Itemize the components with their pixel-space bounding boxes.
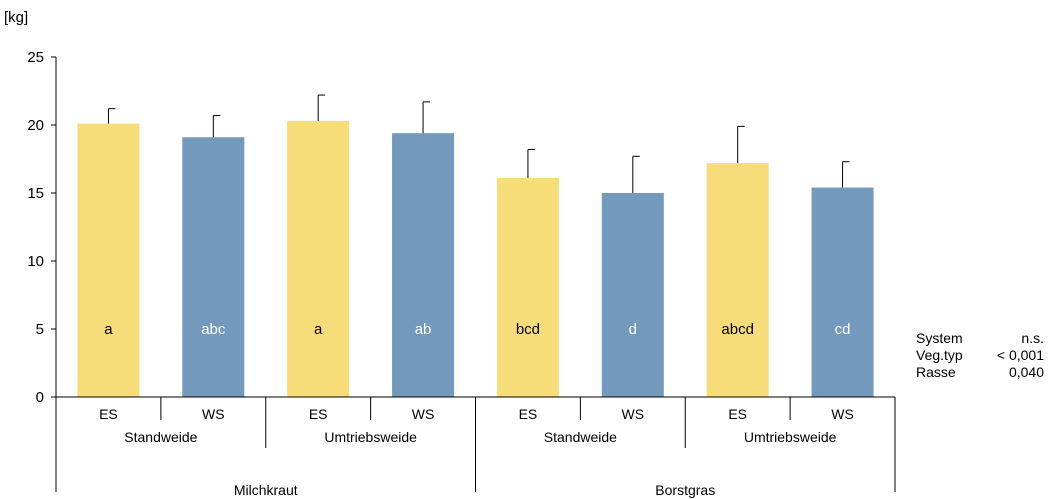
bar-5: [601, 193, 664, 397]
x-category-label-1: WS: [202, 406, 225, 422]
y-tick-label-2: 10: [27, 253, 44, 270]
stat-value-2: 0,040: [1009, 364, 1044, 380]
statistics-table: System n.s. Veg.typ < 0,001 Rasse 0,040: [916, 330, 1044, 380]
bar-letter-2: a: [314, 321, 323, 338]
bar-letter-1: abc: [201, 321, 226, 338]
x-category-label-3: WS: [412, 406, 435, 422]
x-category-label-5: WS: [622, 406, 645, 422]
x-category-label-2: ES: [309, 406, 328, 422]
x-group-label-0: Standweide: [124, 429, 197, 445]
bar-3: [392, 133, 455, 397]
y-tick-label-3: 15: [27, 185, 44, 202]
x-category-label-7: WS: [831, 406, 854, 422]
x-supergroup-label-1: Borstgras: [655, 482, 715, 498]
x-group-label-2: Standweide: [544, 429, 617, 445]
stat-name-0: System: [916, 330, 963, 346]
stat-name-2: Rasse: [916, 364, 956, 380]
bar-letter-4: bcd: [516, 321, 540, 338]
x-category-label-4: ES: [519, 406, 538, 422]
y-tick-label-5: 25: [27, 49, 44, 66]
x-group-label-3: Umtriebsweide: [744, 429, 837, 445]
bar-letter-7: cd: [835, 321, 851, 338]
bar-7: [811, 187, 874, 397]
bar-0: [77, 123, 140, 397]
x-group-label-1: Umtriebsweide: [324, 429, 417, 445]
bar-1: [182, 137, 245, 398]
stat-value-0: n.s.: [1021, 330, 1044, 346]
y-tick-label-1: 5: [36, 321, 44, 338]
x-category-label-0: ES: [99, 406, 118, 422]
x-supergroup-label-0: Milchkraut: [234, 482, 298, 498]
y-tick-label-0: 0: [36, 389, 44, 406]
bar-2: [287, 120, 350, 398]
bar-6: [706, 163, 769, 397]
bars: a abc a ab bcd d abcd cd: [77, 94, 874, 398]
bar-letter-0: a: [104, 321, 113, 338]
bar-4: [496, 178, 559, 397]
bar-letter-5: d: [629, 321, 637, 338]
stat-name-1: Veg.typ: [916, 347, 963, 363]
x-category-label-6: ES: [728, 406, 747, 422]
stat-value-1: < 0,001: [997, 347, 1044, 363]
bar-letter-3: ab: [415, 321, 432, 338]
x-axis: ES WS ES WS ES WS ES WS Standweide Umtriebsweide S…: [55, 396, 896, 498]
y-tick-label-4: 20: [27, 117, 44, 134]
y-axis: 0 5 10 15 20 25: [27, 49, 57, 406]
y-unit-label: [kg]: [4, 9, 28, 26]
bar-letter-6: abcd: [721, 321, 754, 338]
